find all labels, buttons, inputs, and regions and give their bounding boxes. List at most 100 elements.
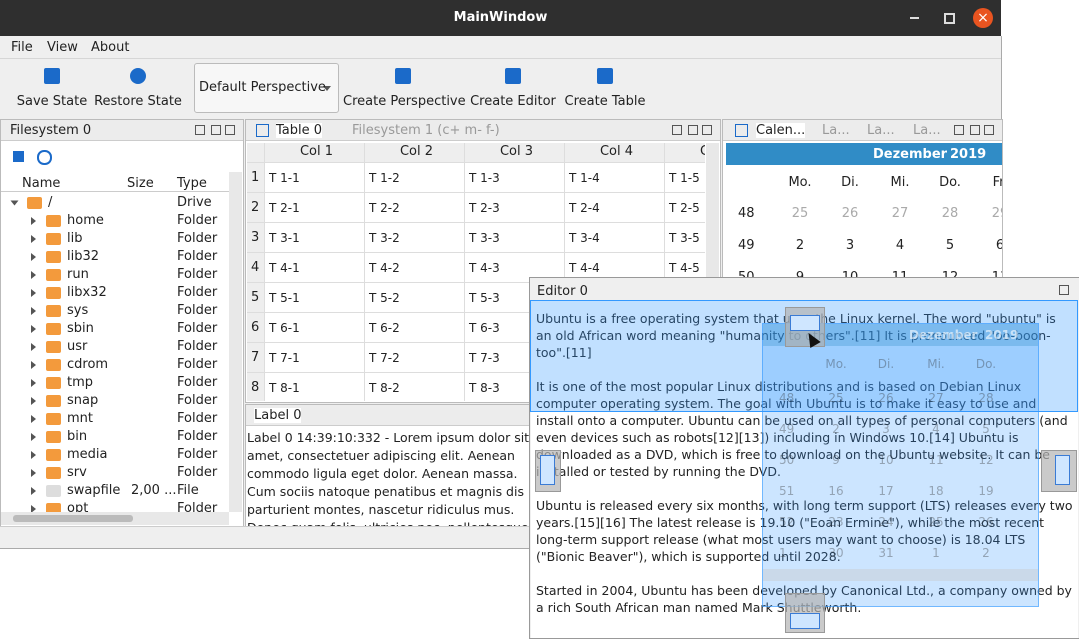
table-cell[interactable]: T 3-5 [665, 223, 705, 253]
tab-button[interactable] [211, 125, 221, 135]
tab-button[interactable] [702, 125, 712, 135]
table-cell[interactable]: T 2-3 [465, 193, 565, 223]
tab-title[interactable]: Filesystem 0 [10, 123, 92, 138]
toolbar-button[interactable]: Create Editor [470, 94, 556, 109]
tab-button[interactable] [225, 125, 235, 135]
folder-icon [46, 215, 61, 227]
file-type: Folder [177, 267, 218, 282]
toolbar-button[interactable]: Save State [16, 94, 88, 109]
file-name: usr [67, 339, 88, 354]
tab-menu[interactable] [195, 125, 205, 135]
tab-title[interactable]: Table 0 [276, 123, 323, 138]
perspective-combo[interactable] [194, 63, 339, 113]
ghost-day: 11 [928, 453, 944, 467]
tab-title[interactable]: Calen... [756, 123, 806, 138]
ghost-day: 2 [982, 546, 990, 560]
tab-title[interactable]: La... [822, 123, 850, 138]
table-cell[interactable]: T 2-2 [365, 193, 465, 223]
table-cell[interactable]: T 8-2 [365, 373, 465, 401]
day[interactable]: 5 [945, 238, 955, 253]
table-cell[interactable]: T 3-2 [365, 223, 465, 253]
day[interactable]: 3 [845, 238, 855, 253]
table-cell[interactable]: T 7-2 [365, 343, 465, 373]
day[interactable]: 27 [891, 206, 909, 221]
table-cell[interactable]: T 2-4 [565, 193, 665, 223]
day[interactable]: 6 [985, 238, 1002, 253]
toolbar-icon [130, 68, 146, 84]
toolbar-button[interactable]: Create Perspective [343, 94, 466, 109]
year[interactable]: 2019 [950, 147, 987, 162]
tab-menu[interactable] [672, 125, 682, 135]
menu-item[interactable]: About [91, 40, 130, 55]
table-cell[interactable]: T 4-1 [265, 253, 365, 283]
table-cell[interactable]: T 1-3 [465, 163, 565, 193]
tab-title[interactable]: Filesystem 1 (c+ m- f-) [352, 123, 500, 138]
tree-arrow[interactable] [31, 397, 36, 405]
tab-button[interactable] [970, 125, 980, 135]
day[interactable]: 25 [791, 206, 809, 221]
file-name: / [48, 195, 53, 210]
menu-item[interactable]: View [47, 40, 78, 55]
perspective-label: Default Perspective [199, 80, 326, 95]
tree-arrow[interactable] [31, 505, 36, 513]
minimize[interactable] [910, 17, 919, 19]
day[interactable]: 2 [795, 238, 805, 253]
tab-button[interactable] [688, 125, 698, 135]
file-type: Folder [177, 393, 218, 408]
tree-arrow[interactable] [31, 379, 36, 387]
v-scrollbar[interactable] [229, 172, 242, 512]
day[interactable]: 29 [991, 206, 1002, 221]
toolbar-button[interactable]: Create Table [564, 94, 646, 109]
tree-arrow[interactable] [31, 325, 36, 333]
table-cell[interactable]: T 2-1 [265, 193, 365, 223]
tree-arrow[interactable] [10, 200, 19, 206]
month[interactable]: Dezember [873, 147, 948, 162]
day[interactable]: 26 [841, 206, 859, 221]
day[interactable]: 28 [941, 206, 959, 221]
toolbar-button[interactable]: Restore State [94, 94, 182, 109]
tree-arrow[interactable] [31, 307, 36, 315]
tree-arrow[interactable] [31, 217, 36, 225]
tree-arrow[interactable] [31, 415, 36, 423]
table-cell[interactable]: T 6-1 [265, 313, 365, 343]
table-cell[interactable]: T 8-1 [265, 373, 365, 401]
table-cell[interactable]: T 7-1 [265, 343, 365, 373]
table-cell[interactable]: T 1-5 [665, 163, 705, 193]
tab-title[interactable]: Label 0 [254, 408, 302, 423]
tree-arrow[interactable] [31, 433, 36, 441]
close-button[interactable] [1059, 285, 1069, 295]
table-cell[interactable]: T 5-2 [365, 283, 465, 313]
tab-menu[interactable] [954, 125, 964, 135]
table-cell[interactable]: T 1-1 [265, 163, 365, 193]
table-cell[interactable]: T 1-2 [365, 163, 465, 193]
tree-arrow[interactable] [31, 235, 36, 243]
window-title: MainWindow [453, 10, 548, 25]
tree-arrow[interactable] [31, 361, 36, 369]
tree-arrow[interactable] [31, 469, 36, 477]
table-cell[interactable]: T 2-5 [665, 193, 705, 223]
day[interactable]: 4 [895, 238, 905, 253]
table-cell[interactable]: T 3-1 [265, 223, 365, 253]
table-cell[interactable]: T 6-2 [365, 313, 465, 343]
tree-arrow[interactable] [31, 289, 36, 297]
table-cell[interactable]: T 3-3 [465, 223, 565, 253]
tab-title[interactable]: La... [913, 123, 941, 138]
tree-arrow[interactable] [31, 253, 36, 261]
table-cell[interactable]: T 5-1 [265, 283, 365, 313]
tree-arrow[interactable] [31, 487, 36, 495]
weekday: Mi. [890, 175, 910, 190]
tab-button[interactable] [984, 125, 994, 135]
tree-arrow[interactable] [31, 343, 36, 351]
tree-arrow[interactable] [31, 451, 36, 459]
tab-title[interactable]: La... [867, 123, 895, 138]
tree-arrow[interactable] [31, 271, 36, 279]
table-cell[interactable]: T 4-3 [465, 253, 565, 283]
menu-item[interactable]: File [11, 40, 33, 55]
ghost-day: 10 [878, 453, 894, 467]
table-cell[interactable]: T 3-4 [565, 223, 665, 253]
table-cell[interactable]: T 4-2 [365, 253, 465, 283]
table-cell[interactable]: T 1-4 [565, 163, 665, 193]
close[interactable]: × [973, 8, 993, 28]
maximize[interactable] [944, 13, 955, 24]
